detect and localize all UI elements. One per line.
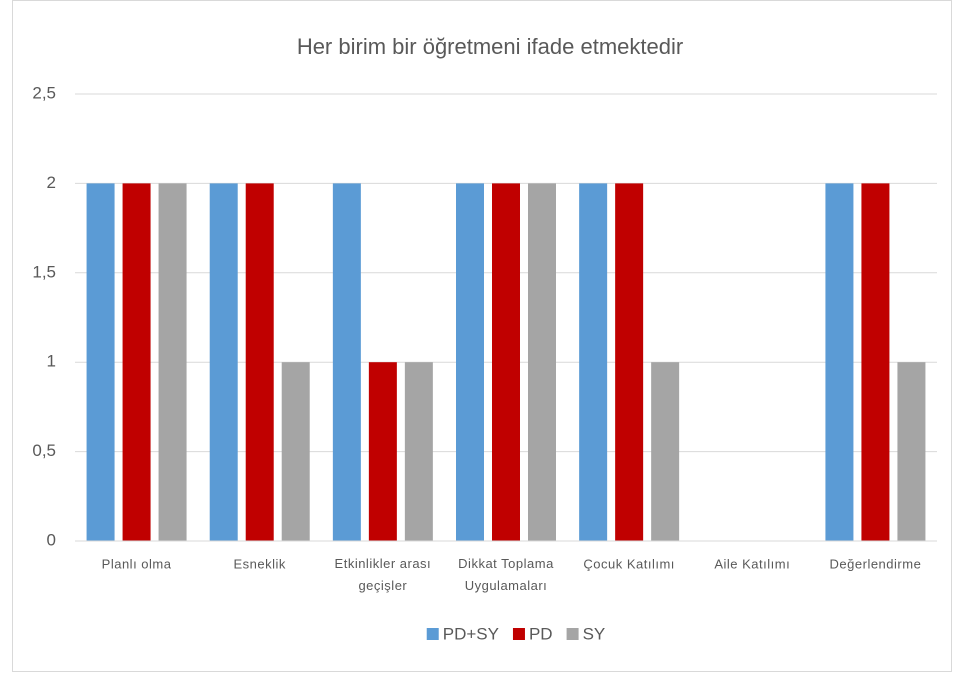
bar (245, 183, 274, 541)
x-tick-label: Aile Katılımı (714, 556, 790, 571)
x-tick-label: Etkinlikler arası geçişler (335, 556, 432, 593)
bar (281, 362, 310, 541)
bar (332, 183, 361, 541)
y-tick-label: 2,5 (32, 83, 56, 102)
bar (615, 183, 644, 541)
legend-item: PD (512, 624, 553, 643)
bar (368, 362, 397, 541)
y-tick-label: 1 (47, 352, 56, 371)
bar (651, 362, 680, 541)
x-tick-label: Planlı olma (102, 556, 172, 571)
x-tick-label: Esneklik (234, 556, 286, 571)
legend-swatch (426, 628, 439, 640)
bar (579, 183, 608, 541)
chart-title: Her birim bir öğretmeni ifade etmektedir (297, 34, 683, 59)
x-tick-label: Dikkat Toplama Uygulamaları (458, 556, 554, 593)
y-tick-label: 2 (47, 173, 56, 192)
bar (861, 183, 890, 541)
legend-item: PD+SY (426, 624, 499, 643)
bar (528, 183, 556, 541)
legend-label: PD (529, 624, 553, 643)
bar (158, 183, 187, 541)
y-tick-label: 0 (47, 530, 56, 549)
bar (456, 183, 484, 541)
legend-label: SY (583, 624, 606, 643)
y-tick-label: 0,5 (32, 441, 56, 460)
legend-label: PD+SY (443, 624, 499, 643)
legend-swatch (566, 628, 579, 640)
legend-swatch (512, 628, 525, 640)
bar (122, 183, 151, 541)
bar (209, 183, 238, 541)
y-tick-label: 1,5 (32, 262, 56, 281)
bar (404, 362, 433, 541)
x-tick-label: Değerlendirme (830, 556, 922, 571)
x-tick-label: Çocuk Katılımı (583, 556, 675, 571)
legend-item: SY (566, 624, 606, 643)
bar (86, 183, 115, 541)
bar (825, 183, 854, 541)
bar (492, 183, 520, 541)
bar (897, 362, 926, 541)
